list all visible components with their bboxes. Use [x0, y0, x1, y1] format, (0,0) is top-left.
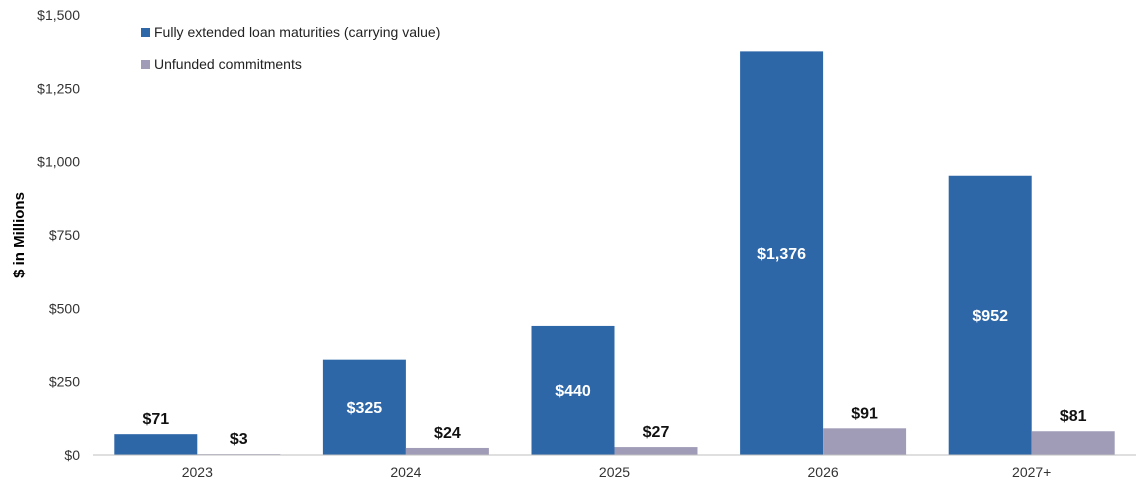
loan-maturity-bar — [948, 175, 1032, 455]
y-tick-label: $750 — [49, 227, 80, 243]
data-label: $952 — [972, 308, 1008, 325]
legend: Fully extended loan maturities (carrying… — [141, 24, 440, 72]
data-label: $27 — [643, 424, 670, 441]
x-tick-label: 2025 — [599, 464, 630, 480]
y-tick-label: $0 — [64, 447, 80, 463]
loan-maturity-bar — [322, 359, 406, 455]
unfunded-commitment-bar — [614, 447, 698, 455]
x-axis: 2023 2024 2025 2026 2027+ — [182, 464, 1052, 480]
unfunded-commitment-bar — [1031, 431, 1115, 455]
bars — [114, 51, 1115, 456]
data-label: $24 — [434, 425, 461, 442]
y-tick-label: $1,250 — [37, 80, 80, 96]
data-labels: $71 $3 $325 $24 $440 $27 $1,376 $91 $952 $81 — [142, 246, 1086, 448]
y-tick-label: $1,500 — [37, 7, 80, 23]
data-label: $71 — [142, 411, 169, 428]
legend-swatch — [141, 60, 150, 69]
y-axis-title: $ in Millions — [11, 192, 28, 278]
unfunded-commitment-bar — [823, 428, 907, 455]
loan-maturity-bar — [740, 51, 824, 456]
legend-label: Fully extended loan maturities (carrying… — [154, 24, 440, 40]
x-tick-label: 2023 — [182, 464, 213, 480]
x-tick-label: 2026 — [808, 464, 839, 480]
legend-swatch — [141, 28, 150, 37]
legend-label: Unfunded commitments — [154, 56, 302, 72]
data-label: $1,376 — [757, 246, 806, 263]
y-axis: $0 $250 $500 $750 $1,000 $1,250 $1,500 — [37, 7, 80, 463]
y-tick-label: $250 — [49, 374, 80, 390]
x-tick-label: 2024 — [390, 464, 421, 480]
data-label: $325 — [347, 400, 383, 417]
x-tick-label: 2027+ — [1012, 464, 1051, 480]
data-label: $91 — [851, 405, 878, 422]
y-tick-label: $500 — [49, 300, 80, 316]
unfunded-commitment-bar — [405, 447, 489, 455]
y-tick-label: $1,000 — [37, 154, 80, 170]
data-label: $81 — [1060, 408, 1087, 425]
data-label: $440 — [555, 383, 591, 400]
data-label: $3 — [230, 431, 248, 448]
loan-maturity-bar — [114, 434, 198, 455]
loan-maturity-bar — [531, 325, 615, 455]
